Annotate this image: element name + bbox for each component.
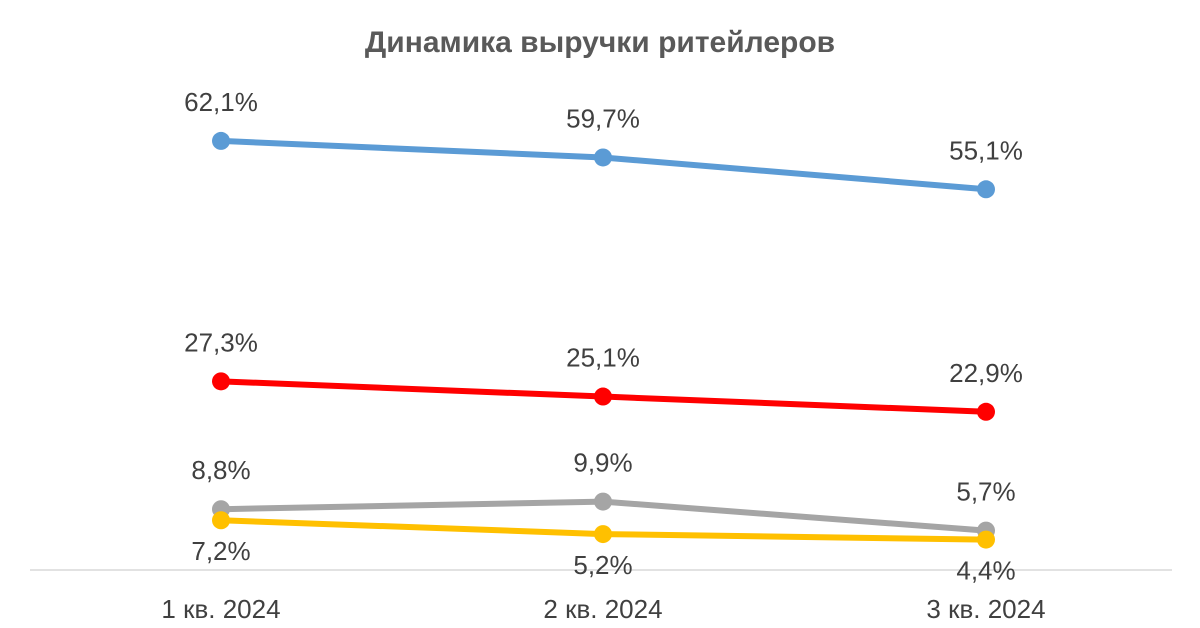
data-point <box>977 402 995 421</box>
data-point <box>977 180 995 199</box>
plot-area: 1 кв. 2024 2 кв. 2024 3 кв. 2024 62,1% 59,7%… <box>30 87 1172 624</box>
data-label: 55,1% <box>949 135 1023 165</box>
data-point <box>977 530 995 549</box>
data-point <box>594 387 612 406</box>
chart-title: Динамика выручки ритейлеров <box>365 26 835 59</box>
data-point <box>594 148 612 167</box>
data-point <box>212 372 230 391</box>
data-label: 4,4% <box>956 556 1015 586</box>
data-label: 5,2% <box>573 550 632 580</box>
data-label: 7,2% <box>191 536 250 566</box>
data-label: 9,9% <box>573 448 632 478</box>
data-label: 25,1% <box>566 343 640 373</box>
x-tick-label: 3 кв. 2024 <box>926 594 1045 624</box>
data-point <box>594 492 612 511</box>
x-tick-label: 1 кв. 2024 <box>161 594 280 624</box>
data-point <box>594 525 612 544</box>
data-label: 27,3% <box>184 327 258 357</box>
data-label: 5,7% <box>956 477 1015 507</box>
data-label: 22,9% <box>949 358 1023 388</box>
data-point <box>212 511 230 530</box>
data-label: 59,7% <box>566 103 640 133</box>
data-point <box>212 131 230 150</box>
data-label: 8,8% <box>191 455 250 485</box>
x-tick-label: 2 кв. 2024 <box>543 594 662 624</box>
data-label: 62,1% <box>184 87 258 117</box>
